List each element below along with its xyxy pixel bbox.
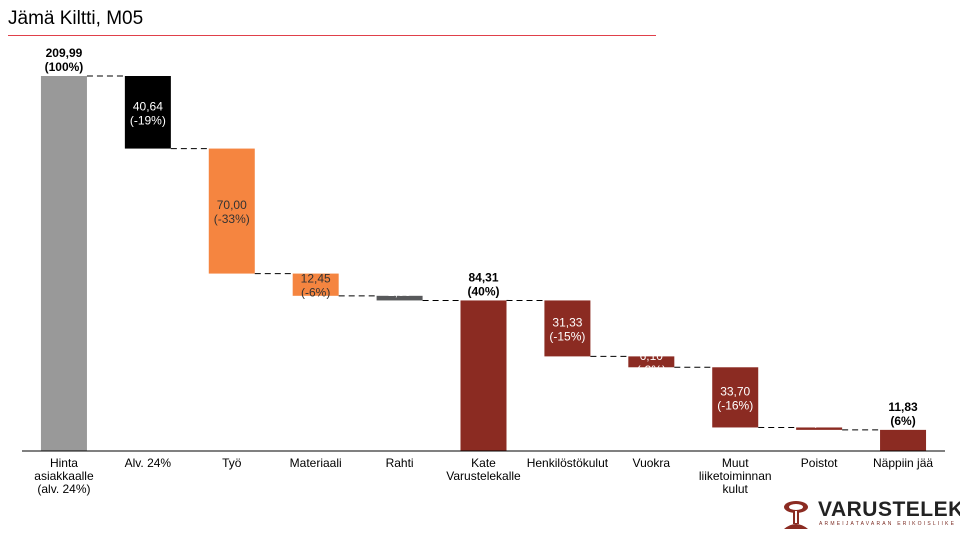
data-label-value-8: 6,10 xyxy=(640,349,664,363)
data-label-percent-9: (-16%) xyxy=(717,398,753,412)
data-label-percent-8: (-3%) xyxy=(637,363,666,377)
data-label-percent-5: (-1%) xyxy=(385,299,414,313)
data-label-value-3: 70,00 xyxy=(217,198,247,212)
bar-1 xyxy=(40,76,87,451)
category-label-2-1: Alv. 24% xyxy=(125,456,172,470)
category-label-5-1: Rahti xyxy=(386,456,414,470)
category-label-1-1: Hinta xyxy=(50,456,78,470)
data-label-value-1: 209,99 xyxy=(46,46,83,60)
category-label-9-2: liiketoiminnan xyxy=(699,469,772,483)
bar-2 xyxy=(124,76,171,149)
data-label-value-2: 40,64 xyxy=(133,99,163,113)
data-label-percent-6: (40%) xyxy=(467,284,499,298)
chart-title: Jämä Kiltti, M05 xyxy=(8,8,144,29)
logo-subtext: ARMEIJATAVARAN ERIKOISLIIKE xyxy=(819,521,957,527)
category-label-10-1: Poistot xyxy=(801,456,838,470)
data-label-percent-4: (-6%) xyxy=(301,286,330,300)
data-label-percent-1: (100%) xyxy=(45,60,84,74)
bar-9 xyxy=(712,367,759,428)
data-label-value-6: 84,31 xyxy=(468,270,498,284)
data-label-value-5: 2,59 xyxy=(388,285,412,299)
title-underline xyxy=(8,35,656,36)
bar-7 xyxy=(544,300,591,357)
bar-11 xyxy=(880,429,927,451)
data-label-percent-10: (-1%) xyxy=(804,430,833,444)
bar-6 xyxy=(460,300,507,451)
category-label-6-2: Varustelekalle xyxy=(446,469,521,483)
category-label-4-1: Materiaali xyxy=(290,456,342,470)
data-label-percent-3: (-33%) xyxy=(214,212,250,226)
bar-3 xyxy=(208,148,255,274)
category-label-1-3: (alv. 24%) xyxy=(37,482,90,496)
bar-8 xyxy=(628,356,675,368)
category-label-11-1: Näppiin jää xyxy=(873,456,933,470)
category-label-9-3: kulut xyxy=(723,482,749,496)
data-label-value-9: 33,70 xyxy=(720,384,750,398)
category-label-9-1: Muut xyxy=(722,456,749,470)
mushroom-cloud-icon xyxy=(784,501,808,529)
category-label-3-1: Työ xyxy=(222,456,242,470)
data-label-value-11: 11,83 xyxy=(888,400,918,414)
data-label-value-4: 12,45 xyxy=(301,272,331,286)
data-label-percent-11: (6%) xyxy=(890,414,915,428)
category-label-1-2: asiakkaalle xyxy=(34,469,94,483)
data-label-percent-7: (-15%) xyxy=(549,329,585,343)
bar-4 xyxy=(292,273,339,296)
bar-5 xyxy=(376,295,423,301)
category-label-8-1: Vuokra xyxy=(633,456,671,470)
data-label-percent-2: (-19%) xyxy=(130,113,166,127)
data-label-value-7: 31,33 xyxy=(552,315,582,329)
bar-10 xyxy=(796,427,843,430)
category-label-6-1: Kate xyxy=(471,456,496,470)
category-label-7-1: Henkilöstökulut xyxy=(527,456,609,470)
data-label-value-10: 1,35 xyxy=(807,416,831,430)
